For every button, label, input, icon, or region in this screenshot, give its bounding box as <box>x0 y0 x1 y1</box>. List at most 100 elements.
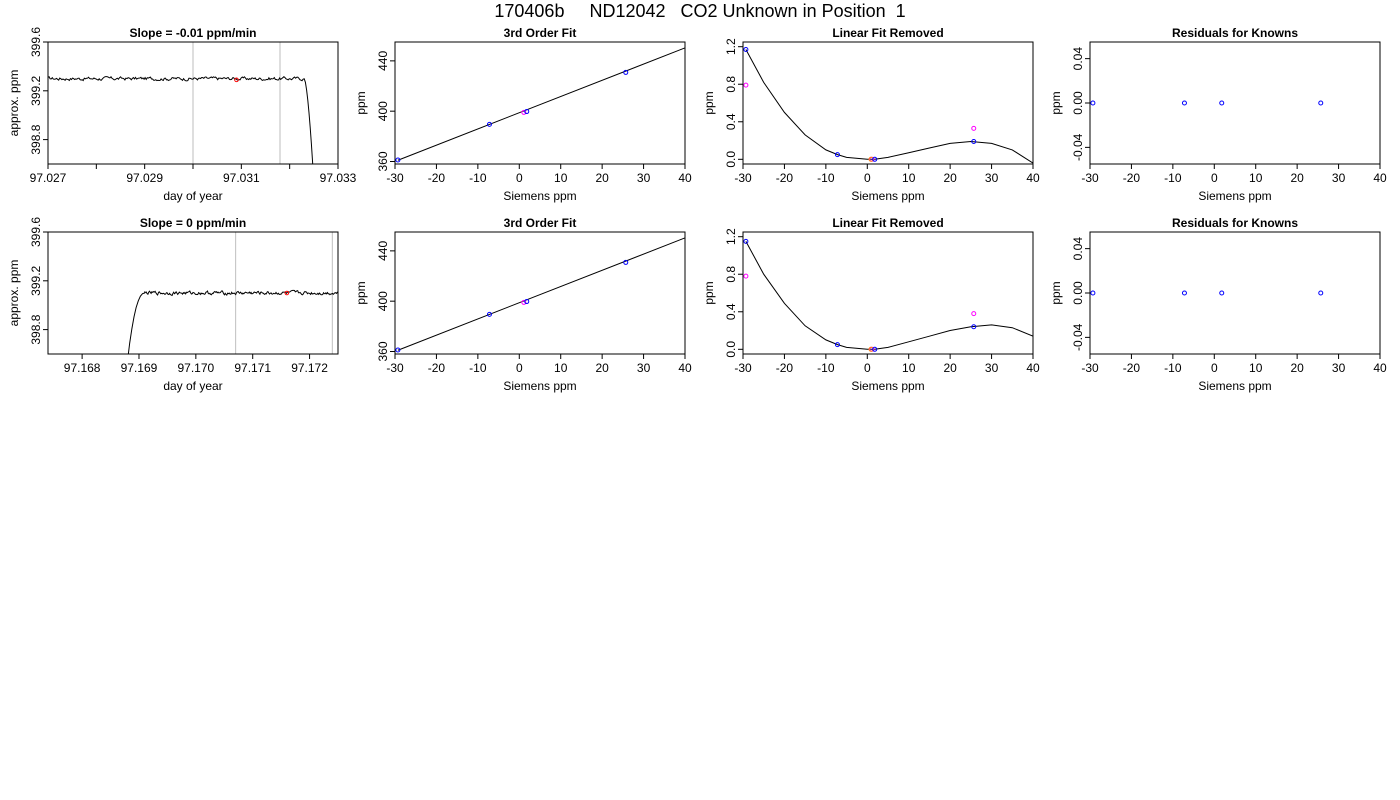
data-point <box>284 290 290 296</box>
chart-title: Linear Fit Removed <box>832 216 944 230</box>
x-axis-label: Siemens ppm <box>1198 189 1271 203</box>
x-tick-label: 20 <box>943 171 957 185</box>
x-tick-label: 97.033 <box>320 171 357 185</box>
chart-svg: -30 -20 -10 0 10 20 30 40 360 400 440 Siemens ppm pp… <box>354 41 692 203</box>
x-tick-label: -10 <box>469 361 487 375</box>
data-point <box>743 238 749 244</box>
chart-title: Residuals for Knowns <box>1171 216 1299 230</box>
y-axis-label: ppm <box>354 91 368 114</box>
x-tick-label: 20 <box>595 361 609 375</box>
fit-curve <box>745 241 1033 350</box>
x-tick-label: -10 <box>1164 361 1182 375</box>
x-tick-label: 10 <box>554 171 568 185</box>
x-axis-label: Siemens ppm <box>503 189 576 203</box>
chart-panel: Linear Fit Removed -30 -20 -10 0 10 20 30 40 0.0 0… <box>695 214 1045 394</box>
y-tick-label: 398.8 <box>29 124 43 154</box>
x-tick-label: -20 <box>1123 361 1141 375</box>
chart-panel: Slope = -0.01 ppm/min 97.027 97.029 97.031 9… <box>0 24 357 204</box>
plot-frame <box>1089 231 1381 355</box>
plot-area <box>395 237 685 353</box>
y-tick-label: 0.00 <box>1071 91 1085 115</box>
y-tick-label: 440 <box>376 241 390 261</box>
data-point <box>1318 100 1324 106</box>
x-tick-label: 30 <box>637 361 651 375</box>
x-tick-label: -30 <box>386 361 404 375</box>
x-axis-label: day of year <box>163 379 222 393</box>
x-tick-label: 0 <box>516 171 523 185</box>
chart-panel: Slope = 0 ppm/min 97.168 97.169 97.170 97.17… <box>0 214 350 394</box>
page-title: 170406b ND12042 CO2 Unknown in Position … <box>494 1 906 21</box>
y-tick-label: 399.6 <box>29 217 43 247</box>
x-tick-label: -30 <box>1081 171 1099 185</box>
x-tick-label: 40 <box>1026 361 1040 375</box>
x-tick-label: 30 <box>985 171 999 185</box>
x-tick-label: 97.168 <box>64 361 101 375</box>
data-point <box>521 299 527 305</box>
x-tick-label: -10 <box>817 171 835 185</box>
y-axis-label: ppm <box>1049 91 1063 114</box>
plot-area <box>743 47 1033 164</box>
plot-frame <box>394 41 686 165</box>
plot-frame <box>394 231 686 355</box>
data-point <box>834 342 840 348</box>
y-tick-label: 400 <box>376 291 390 311</box>
y-tick-label: 0.0 <box>724 151 738 168</box>
x-tick-label: 10 <box>1249 171 1263 185</box>
y-tick-label: 0.8 <box>724 76 738 93</box>
data-point <box>1318 290 1324 296</box>
y-tick-label: 1.2 <box>724 38 738 55</box>
x-tick-label: -20 <box>428 361 446 375</box>
chart-panel: Linear Fit Removed -30 -20 -10 0 10 20 30 40 0.0 0… <box>695 24 1045 204</box>
data-point <box>521 109 527 115</box>
x-tick-label: -30 <box>1081 361 1099 375</box>
chart-svg: -30 -20 -10 0 10 20 30 40 -0.04 0.00 0.04 Siemens p… <box>1049 41 1387 203</box>
x-tick-label: 97.171 <box>234 361 271 375</box>
y-tick-label: 1.2 <box>724 228 738 245</box>
y-tick-label: 360 <box>376 151 390 171</box>
x-tick-label: -30 <box>386 171 404 185</box>
x-tick-label: -10 <box>817 361 835 375</box>
chart-panel: 3rd Order Fit -30 -20 -10 0 10 20 30 40 360 400 440… <box>347 24 697 204</box>
x-tick-label: 0 <box>1211 171 1218 185</box>
y-tick-label: 399.2 <box>29 75 43 105</box>
x-tick-label: 97.031 <box>223 171 260 185</box>
x-tick-label: 10 <box>554 361 568 375</box>
x-axis-label: Siemens ppm <box>851 379 924 393</box>
y-tick-label: 0.4 <box>724 303 738 320</box>
x-tick-label: 30 <box>985 361 999 375</box>
plot-area <box>1090 100 1324 106</box>
data-point <box>971 311 977 317</box>
chart-title: Linear Fit Removed <box>832 26 944 40</box>
data-point <box>1090 100 1096 106</box>
x-tick-label: 10 <box>1249 361 1263 375</box>
data-point <box>524 109 530 115</box>
x-tick-label: 30 <box>1332 171 1346 185</box>
x-tick-label: -30 <box>734 171 752 185</box>
y-tick-label: 0.0 <box>724 341 738 358</box>
plot-area <box>127 289 338 354</box>
x-tick-label: -10 <box>469 171 487 185</box>
data-point <box>395 347 401 353</box>
chart-svg: -30 -20 -10 0 10 20 30 40 -0.04 0.00 0.04 Siemens p… <box>1049 231 1387 393</box>
data-point <box>971 138 977 144</box>
y-tick-label: 400 <box>376 101 390 121</box>
y-axis-label: approx. ppm <box>7 70 21 137</box>
y-tick-label: 399.2 <box>29 265 43 295</box>
data-point <box>971 324 977 330</box>
x-axis-label: Siemens ppm <box>851 189 924 203</box>
data-point <box>1219 290 1225 296</box>
chart-panel: 3rd Order Fit -30 -20 -10 0 10 20 30 40 360 400 440… <box>347 214 697 394</box>
data-point <box>872 346 878 352</box>
x-tick-label: 20 <box>595 171 609 185</box>
y-axis-label: ppm <box>702 91 716 114</box>
y-tick-label: -0.04 <box>1071 323 1085 351</box>
data-point <box>234 77 239 83</box>
x-tick-label: 30 <box>637 171 651 185</box>
y-axis-label: ppm <box>702 281 716 304</box>
plot-frame <box>742 41 1034 165</box>
chart-title: Residuals for Knowns <box>1171 26 1299 40</box>
plot-area <box>743 238 1033 352</box>
chart-svg: -30 -20 -10 0 10 20 30 40 360 400 440 Siemens ppm pp… <box>354 231 692 393</box>
data-point <box>1090 290 1096 296</box>
fit-line <box>397 237 685 351</box>
